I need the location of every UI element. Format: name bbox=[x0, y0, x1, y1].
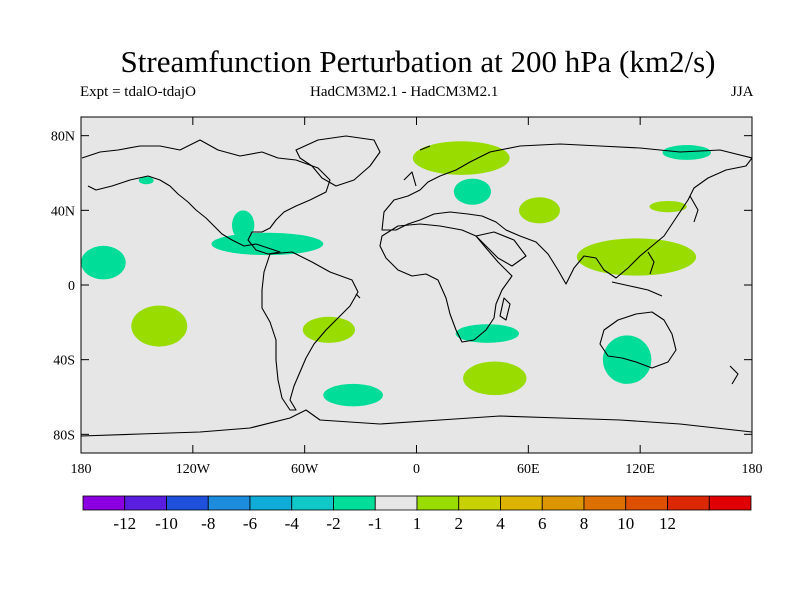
y-tick-label-2: 0 bbox=[68, 279, 75, 294]
colorbar-label-0: -12 bbox=[113, 514, 136, 533]
colorbar-label-8: 2 bbox=[455, 514, 464, 533]
negative-anomaly-region-15 bbox=[138, 176, 154, 185]
positive-anomaly-region-6 bbox=[463, 361, 527, 396]
colorbar-swatch-11 bbox=[541, 495, 585, 511]
coast-south-america bbox=[261, 251, 359, 411]
colorbar-swatch-2 bbox=[166, 495, 209, 511]
colorbar-swatch-5 bbox=[291, 495, 334, 511]
y-tick-label-0: 80N bbox=[51, 130, 75, 145]
coastlines bbox=[81, 135, 752, 437]
colorbar-label-12: 10 bbox=[617, 514, 634, 533]
negative-anomaly-region-8 bbox=[231, 210, 255, 241]
positive-anomaly-region-2 bbox=[649, 201, 687, 213]
colorbar-swatch-4 bbox=[249, 495, 293, 511]
colorbar-label-4: -4 bbox=[285, 514, 300, 533]
colorbar-label-7: 1 bbox=[413, 514, 422, 533]
colorbar-swatch-1 bbox=[124, 495, 167, 511]
colorbar-swatch-8 bbox=[416, 495, 460, 511]
coast-greenland bbox=[295, 135, 381, 187]
negative-anomaly-region-7 bbox=[211, 232, 324, 256]
contour-regions bbox=[81, 141, 711, 407]
colorbar-label-2: -8 bbox=[201, 514, 215, 533]
y-tick-label-3: 40S bbox=[53, 354, 75, 369]
y-tick-label-4: 80S bbox=[53, 428, 75, 443]
colorbar-swatch-0 bbox=[82, 495, 126, 511]
colorbar-swatch-12 bbox=[583, 495, 627, 511]
x-tick-label-1: 120W bbox=[176, 462, 211, 477]
colorbar-label-6: -1 bbox=[368, 514, 382, 533]
colorbar-swatch-15 bbox=[708, 495, 752, 511]
colorbar-swatch-13 bbox=[625, 495, 668, 511]
x-tick-label-4: 60E bbox=[517, 462, 540, 477]
plot-background bbox=[81, 117, 752, 453]
colorbar-swatch-10 bbox=[500, 495, 543, 511]
coast-arabia bbox=[475, 231, 527, 267]
y-tick-label-1: 40N bbox=[51, 204, 75, 219]
negative-anomaly-region-11 bbox=[662, 145, 711, 160]
colorbar-swatch-9 bbox=[458, 495, 501, 511]
colorbar-swatch-3 bbox=[207, 495, 251, 511]
x-tick-label-3: 0 bbox=[413, 462, 420, 477]
negative-anomaly-region-9 bbox=[81, 245, 126, 280]
coast-north-america bbox=[81, 139, 331, 255]
colorbar-swatch-7 bbox=[374, 495, 418, 511]
model-label: HadCM3M2.1 - HadCM3M2.1 bbox=[310, 84, 499, 100]
chart-title: Streamfunction Perturbation at 200 hPa (… bbox=[120, 44, 716, 79]
positive-anomaly-region-0 bbox=[412, 141, 510, 175]
x-tick-label-6: 180 bbox=[742, 462, 763, 477]
colorbar-label-3: -6 bbox=[243, 514, 257, 533]
axis-ticks: 180 120W 60W 0 60E 120E 180 80N 40N 0 40S 80S bbox=[51, 117, 763, 477]
negative-anomaly-region-14 bbox=[323, 383, 383, 407]
colorbar-label-11: 8 bbox=[580, 514, 589, 533]
x-tick-label-2: 60W bbox=[291, 462, 319, 477]
coast-australia bbox=[599, 311, 677, 369]
positive-anomaly-region-5 bbox=[302, 316, 355, 343]
x-tick-label-0: 180 bbox=[71, 462, 92, 477]
coast-antarctica bbox=[81, 409, 752, 437]
negative-anomaly-region-12 bbox=[455, 324, 520, 343]
negative-anomaly-region-10 bbox=[453, 178, 492, 205]
colorbar-label-13: 12 bbox=[659, 514, 676, 533]
colorbar-swatch-6 bbox=[333, 495, 376, 511]
positive-anomaly-region-3 bbox=[576, 238, 697, 276]
colorbar-label-1: -10 bbox=[155, 514, 178, 533]
coast-eurasia bbox=[381, 143, 752, 285]
positive-anomaly-region-1 bbox=[519, 197, 561, 224]
colorbar-swatch-14 bbox=[667, 495, 710, 511]
coast-islands bbox=[355, 145, 739, 385]
coast-madagascar bbox=[499, 297, 511, 321]
coast-africa bbox=[379, 223, 513, 343]
colorbar-label-5: -2 bbox=[326, 514, 340, 533]
colorbar: -12 -10 -8 -6 -4 -2 -1 1 2 4 6 8 10 12 bbox=[82, 495, 752, 533]
experiment-label: Expt = tdalO-tdajO bbox=[80, 84, 196, 100]
x-tick-label-5: 120E bbox=[625, 462, 655, 477]
season-label: JJA bbox=[731, 84, 754, 100]
colorbar-label-10: 6 bbox=[538, 514, 547, 533]
positive-anomaly-region-4 bbox=[131, 305, 188, 347]
colorbar-label-9: 4 bbox=[496, 514, 505, 533]
